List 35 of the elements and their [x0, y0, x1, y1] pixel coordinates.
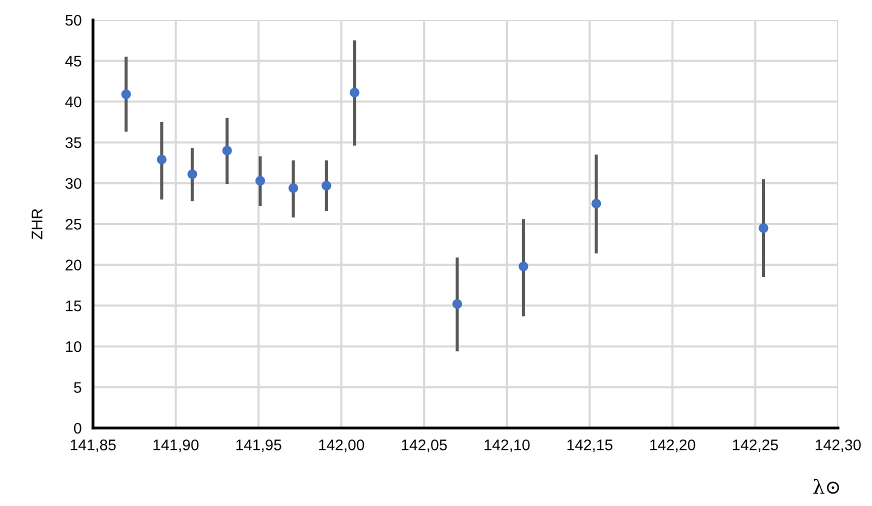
- point: [288, 183, 298, 193]
- point: [322, 180, 332, 191]
- x-tick-label: 142,00: [319, 440, 364, 452]
- y-tick-label: 5: [74, 382, 82, 393]
- y-tick-label: 20: [66, 260, 82, 270]
- x-tick-label: 142,20: [650, 440, 696, 452]
- x-tick-label: 142,30: [816, 440, 861, 452]
- point: [121, 89, 131, 100]
- y-tick-label: 40: [65, 96, 82, 108]
- y-tick-label: 10: [66, 341, 82, 352]
- y-tick-label: 30: [65, 178, 82, 189]
- x-tick-label: 142,05: [402, 440, 447, 452]
- y-tick-label: 35: [65, 137, 82, 148]
- y-tick-label: 25: [66, 218, 82, 230]
- point: [591, 198, 602, 208]
- y-tick-label: 50: [66, 14, 82, 26]
- point: [452, 299, 462, 309]
- x-axis-title: λ⊙: [813, 478, 840, 494]
- point: [156, 154, 167, 164]
- x-tick-label: 141,90: [154, 440, 199, 452]
- point: [255, 176, 266, 186]
- point: [222, 146, 232, 156]
- y-tick-label: 15: [66, 300, 82, 312]
- point: [758, 223, 768, 233]
- y-axis-title: ZHR: [32, 209, 42, 240]
- y-tick-label: 45: [65, 56, 82, 66]
- x-tick-label: 142,15: [567, 440, 612, 452]
- x-tick-label: 142,10: [484, 440, 530, 452]
- point: [187, 169, 198, 180]
- point: [518, 262, 528, 272]
- x-tick-label: 142,25: [733, 440, 778, 452]
- x-tick-label: 141,95: [236, 440, 282, 452]
- point: [350, 88, 360, 98]
- x-tick-label: 141,85: [70, 440, 116, 452]
- y-tick-label: 0: [74, 422, 82, 434]
